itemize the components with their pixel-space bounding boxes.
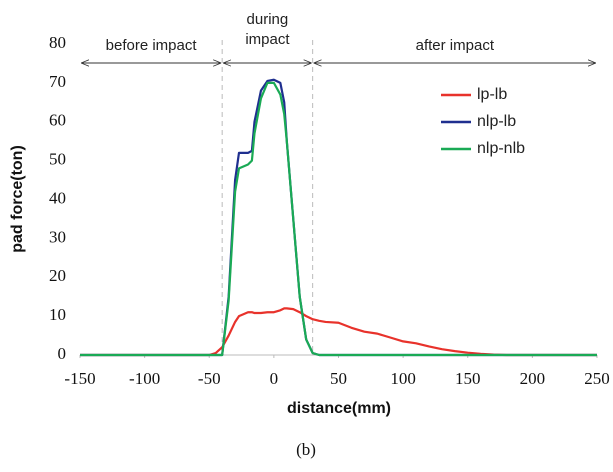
y-tick-label: 70 [49,72,66,91]
x-tick-label: 50 [330,369,347,388]
y-tick-label: 80 [49,33,66,52]
x-tick-label: -50 [198,369,221,388]
x-tick-label: 150 [455,369,481,388]
y-tick-label: 60 [49,111,66,130]
series-line [80,81,597,357]
x-tick-label: 250 [584,369,610,388]
caption: (b) [296,440,316,459]
y-axis-title: pad force(ton) [9,145,26,253]
x-tick-label: 200 [520,369,546,388]
y-tick-label: 30 [49,227,66,246]
legend-label: nlp-lb [477,113,516,130]
annotation: impact [245,31,290,48]
annotation: after impact [416,37,495,54]
x-axis-title: distance(mm) [287,400,391,417]
y-tick-label: 20 [49,266,66,285]
y-tick-label: 50 [49,150,66,169]
y-tick-label: 10 [49,305,66,324]
series-line [80,78,597,357]
annotation: before impact [106,37,198,54]
x-tick-label: -100 [129,369,160,388]
series-line [80,307,597,357]
legend-label: lp-lb [477,86,507,103]
x-tick-label: 100 [390,369,416,388]
legend-label: nlp-nlb [477,140,525,157]
y-tick-label: 0 [58,344,67,363]
x-tick-label: 0 [270,369,279,388]
annotation: during [247,11,289,28]
y-tick-label: 40 [49,188,66,207]
x-tick-label: -150 [64,369,95,388]
